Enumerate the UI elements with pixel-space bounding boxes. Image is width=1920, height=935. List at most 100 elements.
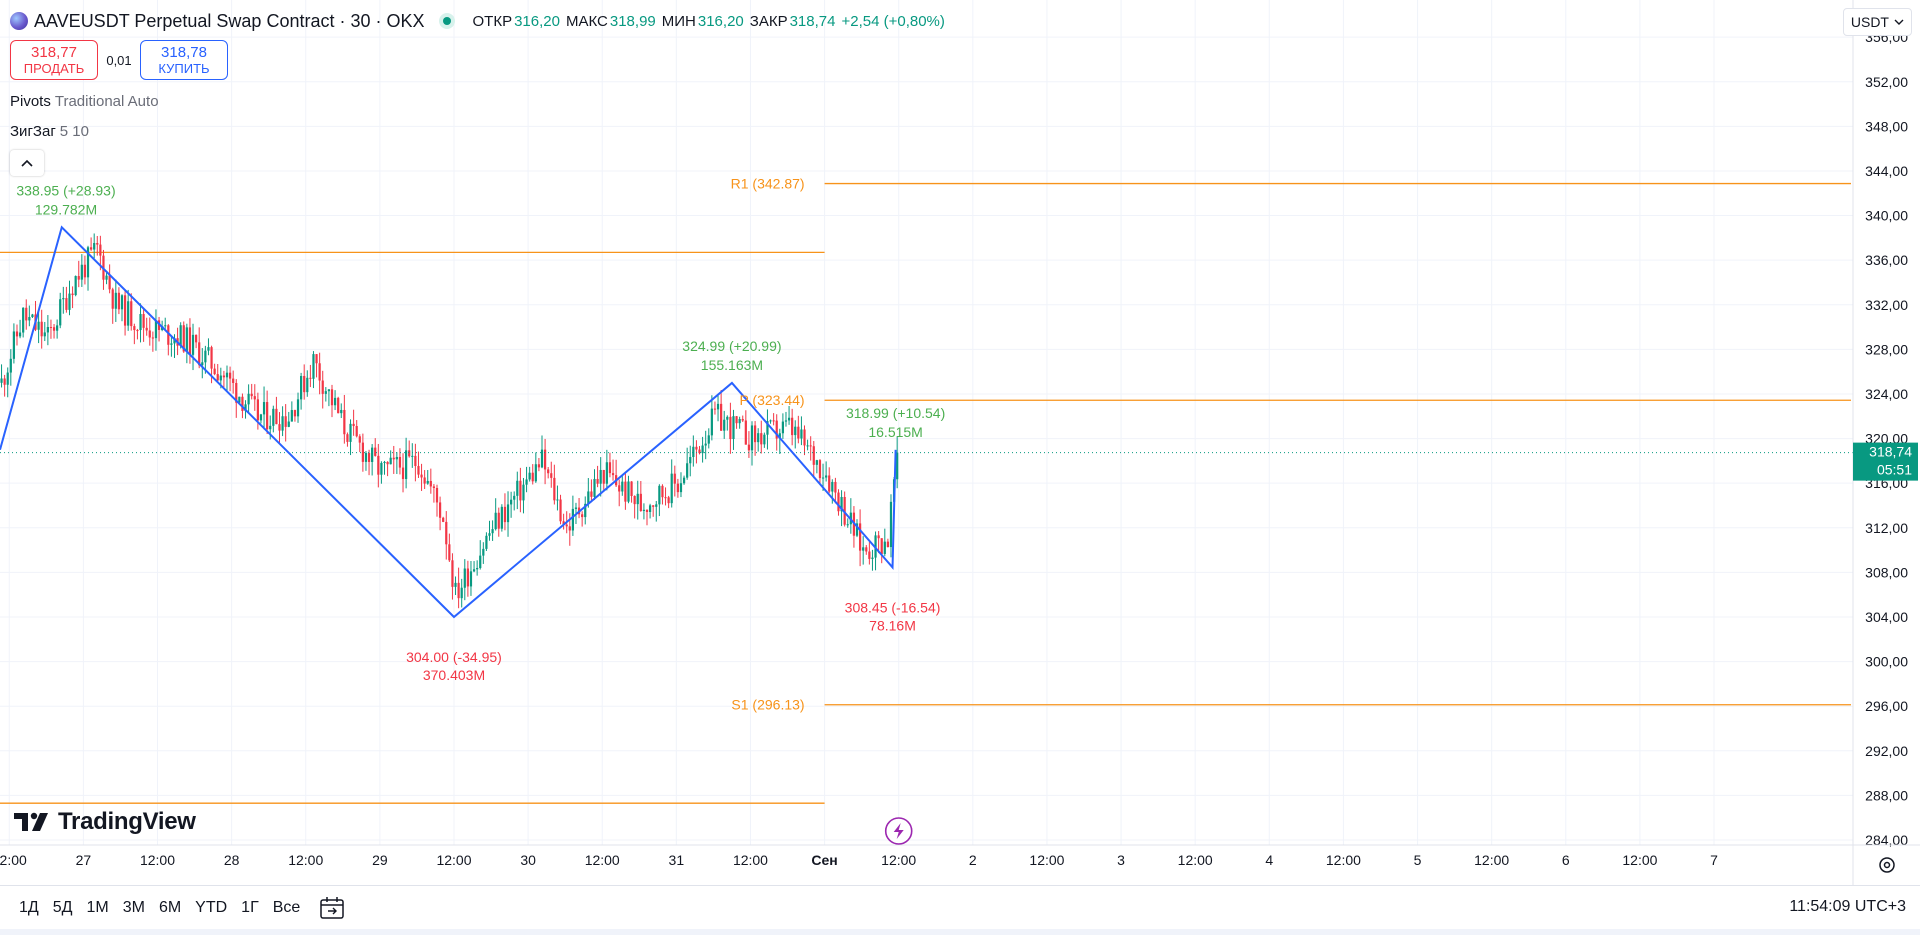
range-1d-button[interactable]: 1Д [19,899,39,916]
indicator-zigzag[interactable]: ЗигЗаг 5 10 [10,123,89,140]
y-tick-label: 304,00 [1865,609,1908,625]
range-ytd-button[interactable]: YTD [195,899,228,916]
sell-button[interactable]: 318,77 ПРОДАТЬ [10,40,98,80]
candle-body [120,295,124,310]
y-tick-label: 284,00 [1865,832,1908,848]
candle-body [151,337,154,339]
low-value: 316,20 [697,12,744,30]
buy-button[interactable]: 318,78 КУПИТЬ [140,40,228,80]
candle-body [281,416,284,431]
candle-body [266,402,269,430]
candle-body [587,491,590,504]
candle-body [855,523,859,536]
clock-utc[interactable]: 11:54:09 UTC+3 [1789,898,1906,915]
candle-body [457,582,460,599]
candle-body [225,372,229,378]
candle-body [167,325,170,345]
candle-body [528,472,531,480]
candle-body [65,298,68,310]
candle-body [117,292,121,310]
candle-body [584,503,587,518]
candle-body [522,484,525,501]
candle-body [37,321,40,330]
tradingview-logo[interactable]: TradingView [14,808,196,836]
candle-body [513,495,516,500]
candle-body [442,517,445,522]
candle-body [435,487,439,503]
candle-body [750,425,754,451]
candle-body [463,568,466,588]
range-all-button[interactable]: Все [272,899,301,916]
candle-body [596,478,599,484]
candle-body [494,512,497,530]
x-tick-label: 12:00 [140,852,175,868]
tradingview-logo-text: TradingView [58,808,196,835]
indicator-pivots[interactable]: Pivots Traditional Auto [10,93,159,110]
candle-body [77,276,80,280]
zigzag-label-price: 338.95 (+28.93) [16,182,115,198]
candle-body [43,332,46,337]
x-tick-label: Сен [811,852,837,868]
y-tick-label: 288,00 [1865,787,1908,803]
candle-body [287,421,290,427]
candle-body [262,402,266,415]
candle-body [809,445,812,447]
candle-body [454,582,457,587]
x-tick-label: 3 [1117,852,1125,868]
currency-selector[interactable]: USDT [1842,8,1912,36]
candle-body [636,493,639,505]
candle-body [840,496,843,512]
gear-inner [1883,861,1891,869]
candle-body [676,483,680,493]
x-tick-label: 12:00 [1178,852,1213,868]
zigzag-label-price: 304.00 (-34.95) [406,649,502,665]
candle-body [80,264,83,280]
candle-body [96,242,99,245]
candle-body [417,466,420,475]
candle-body [142,314,145,328]
candle-body [723,419,726,431]
symbol-legend: AAVEUSDT Perpetual Swap Contract · 30 · … [10,8,951,34]
candle-body [525,479,528,485]
candle-body [164,325,167,327]
y-tick-label: 320,00 [1865,431,1908,447]
candle-body [806,445,809,447]
range-1y-button[interactable]: 1Г [241,899,259,916]
candle-body [241,396,244,411]
candle-body [290,410,293,422]
candle-body [877,535,880,539]
date-range-calendar-icon[interactable] [319,896,345,920]
candle-body [383,461,386,463]
candle-body [337,397,340,414]
symbol-title[interactable]: AAVEUSDT Perpetual Swap Contract · 30 · … [34,10,425,31]
candle-body [553,477,556,501]
candle-body [547,469,550,474]
candle-body [312,354,315,379]
axis-settings-icon[interactable] [1879,857,1895,873]
collapse-legend-button[interactable] [10,150,44,176]
candle-body [411,455,414,457]
x-tick-label: 12:00 [288,852,323,868]
range-5d-button[interactable]: 5Д [52,899,73,916]
candle-body [701,445,704,454]
range-3m-button[interactable]: 3М [122,899,145,916]
y-tick-label: 292,00 [1865,743,1908,759]
candle-body [627,481,630,502]
zigzag-label-price: 308.45 (-16.54) [845,599,941,615]
candle-body [658,485,661,505]
range-6m-button[interactable]: 6М [158,899,182,916]
x-tick-label: 5 [1414,852,1422,868]
candle-body [401,467,405,480]
candle-body [571,508,574,531]
candle-body [710,408,713,436]
candle-body [284,416,287,427]
candle-body [491,529,494,534]
x-tick-label: 28 [224,852,240,868]
candle-body [247,393,250,405]
candle-body [568,526,571,531]
event-lightning-icon[interactable] [884,817,913,845]
candle-body [791,417,794,436]
range-1m-button[interactable]: 1М [86,899,109,916]
candle-body [886,541,890,548]
